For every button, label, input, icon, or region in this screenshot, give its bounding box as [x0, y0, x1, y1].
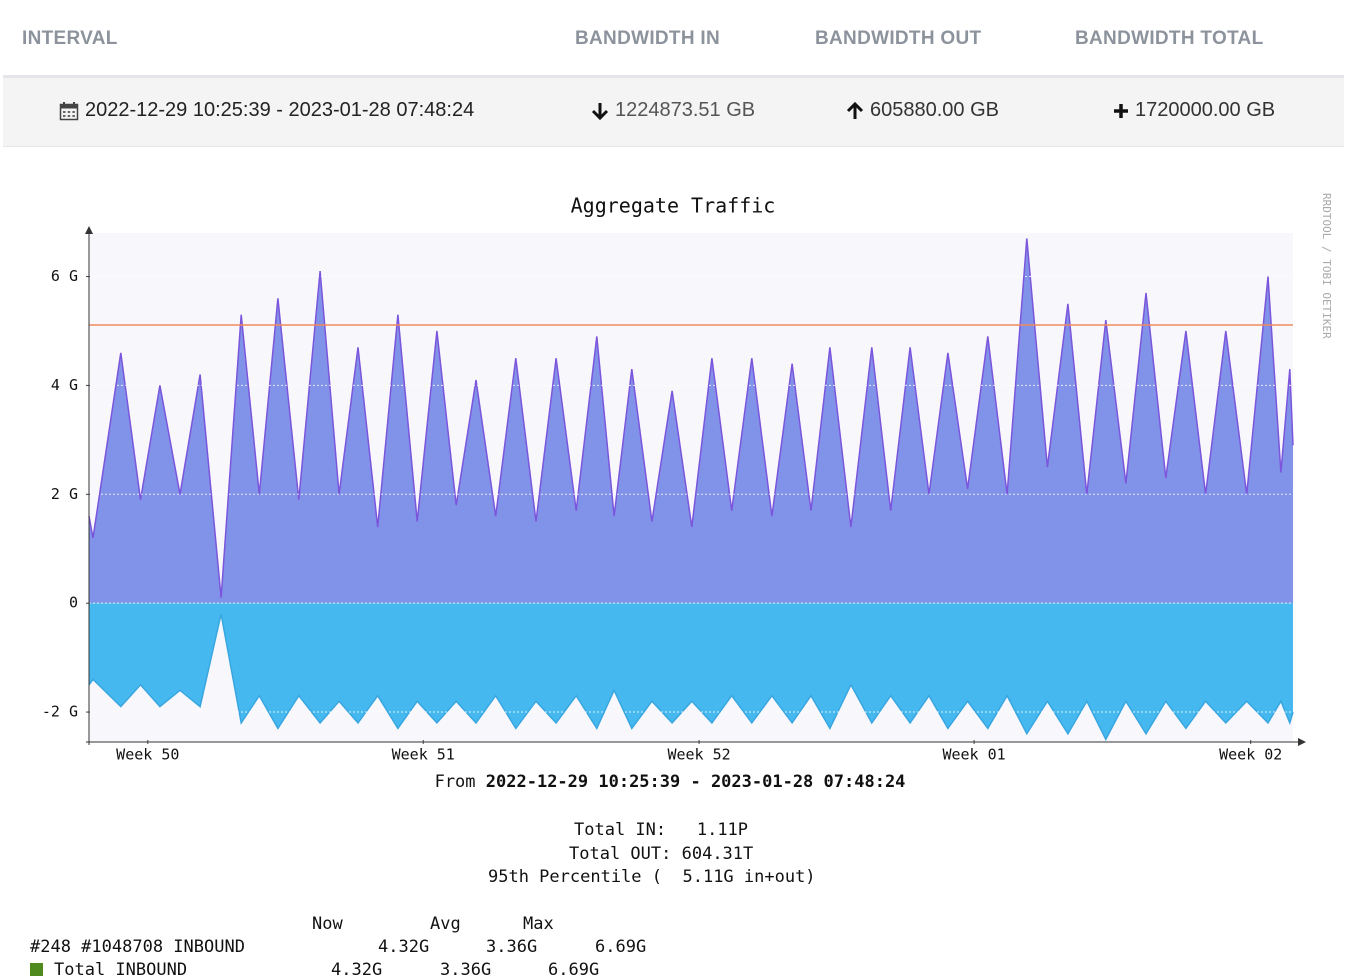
header-cell: BANDWIDTH IN — [575, 28, 721, 49]
legend-label: #248 #1048708 INBOUND — [30, 937, 245, 957]
y-axis-arrow — [85, 226, 93, 234]
summary-line: Total OUT: 604.31T — [569, 844, 753, 864]
arrow-down-icon — [591, 102, 609, 120]
summary-value: 5.11G in+out) — [682, 867, 816, 887]
y-tick-label: 6 G — [51, 267, 78, 285]
in-text: 1224873.51 GB — [615, 99, 756, 121]
arrow-up-icon — [846, 101, 864, 119]
legend-label: Total INBOUND — [54, 960, 188, 980]
header-cell: INTERVAL — [22, 28, 118, 49]
table-row: 2022-12-29 10:25:39 - 2023-01-28 07:48:2… — [3, 78, 1344, 147]
out-text: 605880.00 GB — [870, 99, 999, 121]
legend-header: Now — [312, 914, 343, 934]
x-tick-label: Week 02 — [1219, 746, 1282, 764]
interval-text: 2022-12-29 10:25:39 - 2023-01-28 07:48:2… — [85, 99, 475, 121]
total-text: 1720000.00 GB — [1135, 99, 1276, 121]
total-cell: 1720000.00 GB — [1113, 99, 1275, 122]
y-tick-label: 0 — [69, 594, 78, 612]
summary-line: Total IN: 1.11P — [574, 820, 748, 840]
side-label: RRDTOOL / TOBI OETIKER — [1320, 193, 1333, 339]
interval-cell: 2022-12-29 10:25:39 - 2023-01-28 07:48:2… — [59, 99, 474, 122]
legend-header: Avg — [430, 914, 461, 934]
summary-label: 95th Percentile ( — [488, 867, 662, 887]
area-line — [88, 238, 1294, 598]
x-tick-label: Week 01 — [942, 746, 1005, 764]
header-cell: BANDWIDTH TOTAL — [1075, 28, 1264, 49]
legend-value: 3.36G — [486, 937, 538, 957]
y-tick-label: -2 G — [42, 703, 78, 721]
x-tick-label: Week 52 — [667, 746, 730, 764]
table-header: INTERVAL BANDWIDTH IN BANDWIDTH OUT BAND… — [3, 0, 1344, 78]
summary-value: 1.11P — [696, 820, 749, 840]
area — [89, 238, 1293, 604]
chart-title: Aggregate Traffic — [571, 194, 776, 218]
summary-label: Total IN: — [574, 820, 667, 840]
legend-value: 6.69G — [595, 937, 647, 957]
period: 2022-12-29 10:25:39 - 2023-01-28 07:48:2… — [485, 772, 906, 792]
x-axis-arrow — [1298, 738, 1306, 746]
period-prefix: From — [434, 772, 476, 792]
summary-value: 604.31T — [681, 844, 754, 864]
y-tick-label: 2 G — [51, 485, 78, 503]
legend-value: 4.32G — [378, 937, 430, 957]
area — [89, 603, 1293, 740]
header-cell: BANDWIDTH OUT — [815, 28, 982, 49]
legend-value: 6.69G — [548, 960, 600, 980]
legend-swatch — [30, 963, 43, 976]
x-tick-label: Week 51 — [392, 746, 455, 764]
legend-header: Max — [523, 914, 554, 934]
legend-value: 3.36G — [440, 960, 492, 980]
x-tick-label: Week 50 — [116, 746, 179, 764]
out-cell: 605880.00 GB — [846, 99, 999, 122]
plus-icon — [1114, 103, 1128, 118]
in-cell: 1224873.51 GB — [591, 99, 755, 122]
legend-value: 4.32G — [331, 960, 383, 980]
y-tick-label: 4 G — [51, 376, 78, 394]
period-line: From 2022-12-29 10:25:39 - 2023-01-28 07… — [0, 772, 1340, 792]
summary-line: 95th Percentile ( 5.11G in+out) — [488, 867, 816, 887]
calendar-icon — [59, 101, 79, 120]
summary-label: Total OUT: — [569, 844, 672, 864]
